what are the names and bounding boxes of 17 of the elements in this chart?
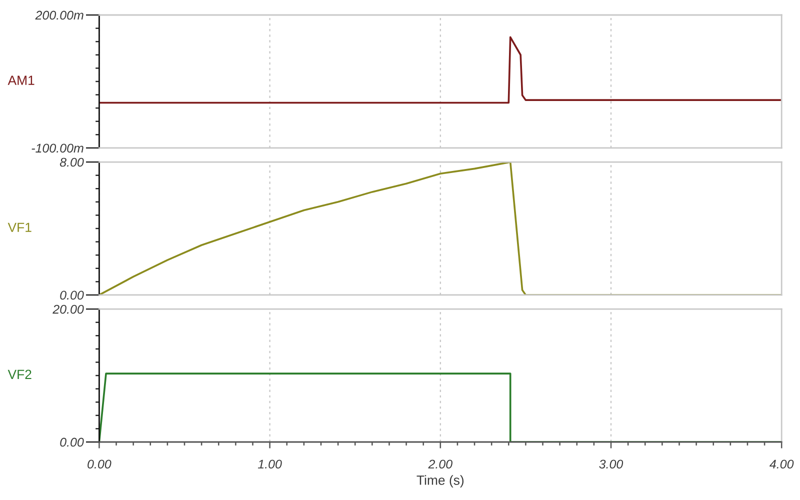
x-tick-label: 3.00 — [599, 460, 624, 469]
x-tick-label: 1.00 — [258, 460, 282, 469]
y-tick-label: 20.00 — [52, 304, 84, 314]
y-tick-label: 200.00m — [35, 10, 84, 20]
x-tick-label: 4.00 — [770, 460, 794, 469]
x-tick-label: 2.00 — [428, 460, 452, 469]
y-tick-label: -100.00m — [32, 144, 84, 153]
y-tick-label: 0.00 — [60, 290, 84, 300]
line-series — [99, 36, 782, 104]
y-tick-label: 0.00 — [60, 438, 84, 447]
y-tick-label: 8.00 — [60, 158, 84, 167]
y-axis-title: VF1 — [8, 222, 32, 232]
x-axis-title: Time (s) — [416, 475, 464, 488]
y-axis-title: AM1 — [8, 76, 34, 85]
line-series — [99, 162, 782, 295]
y-axis-title: VF2 — [8, 370, 32, 379]
x-tick-label: 0.00 — [88, 460, 112, 469]
